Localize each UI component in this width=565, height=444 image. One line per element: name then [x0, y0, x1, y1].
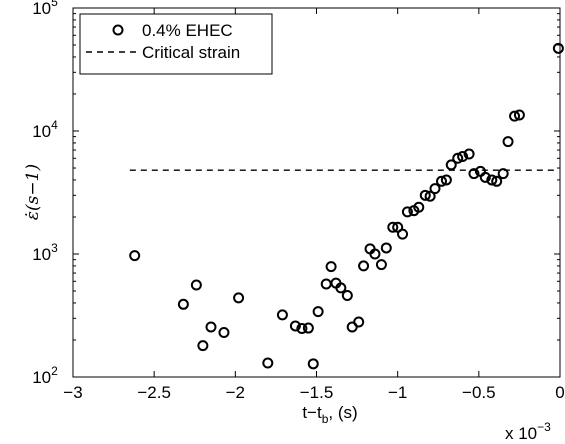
data-point [445, 159, 457, 171]
legend-label-ehec: 0.4% EHEC [142, 21, 233, 40]
data-point [289, 320, 301, 332]
data-point [296, 322, 308, 334]
data-point [401, 206, 413, 218]
data-point [262, 357, 274, 369]
data-point [325, 261, 337, 273]
data-point [177, 298, 189, 310]
y-axis-label: ε̇(s−1) [23, 164, 43, 220]
data-point [452, 152, 464, 164]
data-point [509, 110, 521, 122]
data-point [413, 201, 425, 213]
data-point [380, 242, 392, 254]
data-point [197, 340, 209, 352]
x-tick-label: −0.5 [462, 383, 496, 402]
data-point [424, 190, 436, 202]
x-tick-label: −2.5 [137, 383, 171, 402]
y-axis-label-text: ε̇(s−1) [23, 164, 43, 220]
data-point [457, 151, 469, 163]
data-point [312, 306, 324, 318]
data-point [502, 136, 514, 148]
data-point [302, 322, 314, 334]
series-layer [129, 42, 564, 370]
data-point [358, 260, 370, 272]
data-point [341, 289, 353, 301]
data-point [486, 174, 498, 186]
data-point [320, 278, 332, 290]
data-point [335, 282, 347, 294]
x-tick-label: 0 [555, 383, 564, 402]
data-point [190, 279, 202, 291]
data-point [497, 168, 509, 180]
x-axis-label-tail: , (s) [328, 403, 357, 422]
data-point [205, 321, 217, 333]
x-tick-label: −3 [63, 383, 82, 402]
data-point [129, 250, 141, 262]
data-point [233, 292, 245, 304]
legend-marker-circle [112, 24, 124, 36]
data-point [429, 183, 441, 195]
data-point [513, 109, 525, 121]
y-tick-label: 103 [32, 241, 58, 264]
y-tick-label: 104 [32, 118, 58, 141]
x-axis-label-main: t−t [302, 403, 322, 422]
data-point [353, 316, 365, 328]
x-scale-base: x 10 [505, 424, 537, 443]
data-point [387, 221, 399, 233]
x-scale-exponent: −3 [537, 420, 551, 434]
y-axis-ticks: 102 103 104 105 [32, 0, 560, 387]
data-point [468, 168, 480, 180]
y-tick-label: 102 [32, 364, 58, 387]
legend-label-critical-strain: Critical strain [142, 43, 240, 62]
data-point [369, 248, 381, 260]
data-point [307, 358, 319, 370]
data-point [218, 327, 230, 339]
y-tick-label: 105 [32, 0, 58, 18]
x-tick-label: −1 [388, 383, 407, 402]
data-point [375, 259, 387, 271]
x-axis-label: t−tb, (s) [302, 403, 357, 426]
data-point [552, 42, 564, 54]
data-point [276, 309, 288, 321]
legend: 0.4% EHEC Critical strain [79, 13, 273, 75]
data-point [435, 175, 447, 187]
x-axis-scale-factor: x 10−3 [505, 420, 551, 443]
data-point [397, 228, 409, 240]
data-point [479, 171, 491, 183]
plot-area: −3 −2.5 −2 −1.5 −1 −0.5 0 102 103 104 105 [32, 0, 565, 402]
data-point [491, 175, 503, 187]
data-point [463, 148, 475, 160]
x-axis-ticks: −3 −2.5 −2 −1.5 −1 −0.5 0 [63, 8, 565, 402]
data-point [440, 174, 452, 186]
x-tick-label: −1.5 [300, 383, 334, 402]
x-tick-label: −2 [226, 383, 245, 402]
data-point [419, 189, 431, 201]
x-axis-label-subscript: b [322, 412, 329, 426]
legend-box [79, 13, 273, 75]
